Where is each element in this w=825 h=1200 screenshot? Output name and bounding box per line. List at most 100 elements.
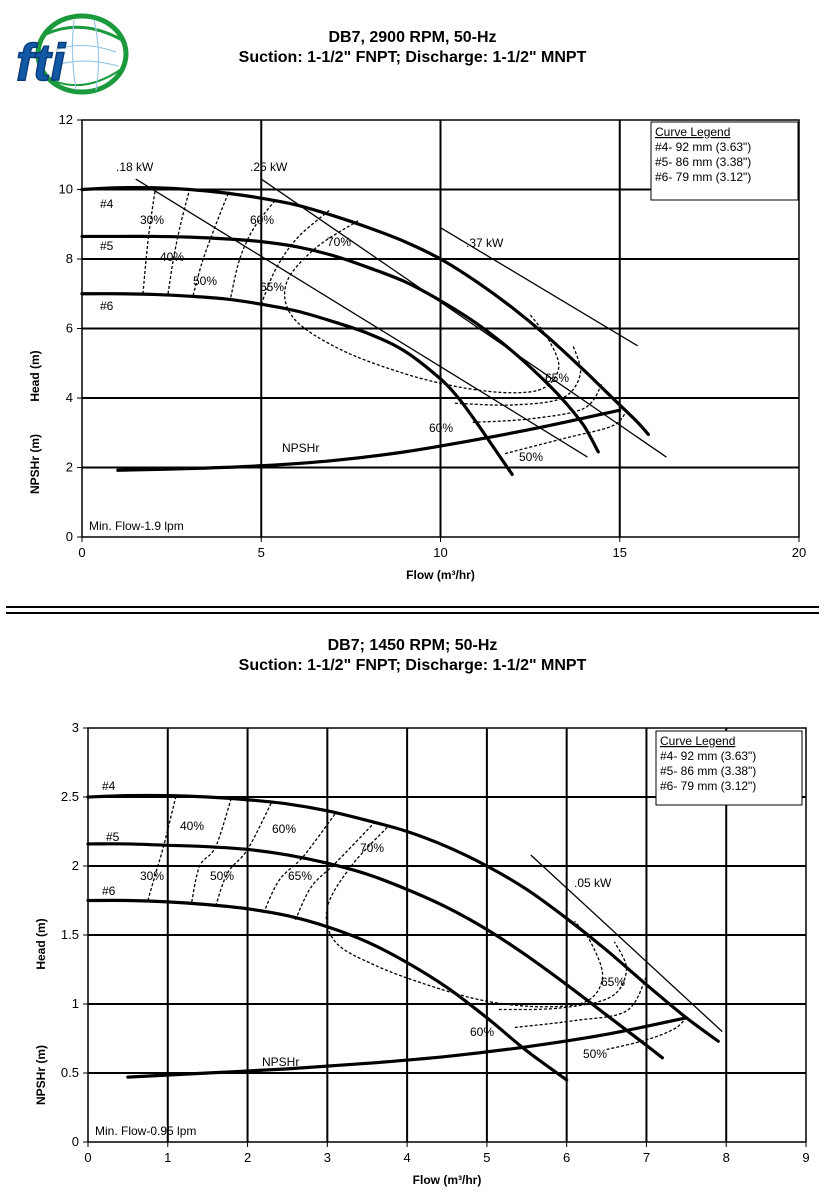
chart2-tick-label-y: 2 (72, 858, 79, 873)
chart1-power-line (440, 227, 639, 347)
chart2-tick-label-x: 1 (164, 1150, 171, 1165)
chart2-power-label: .05 kW (574, 876, 612, 890)
chart2-tick-label-y: 3 (72, 720, 79, 735)
chart2-title-line1: DB7; 1450 RPM; 50-Hz (327, 637, 498, 654)
chart2-legend-box (655, 730, 803, 806)
chart2-series-label: #4 (102, 779, 116, 793)
chart1-series-impeller-4 (80, 185, 651, 437)
chart2-y-axis-label-npsh: NPSHr (m) (34, 1045, 48, 1105)
chart1-legend-entry: #6- 79 mm (3.12") (655, 170, 751, 184)
chart2-efficiency-line (191, 796, 233, 903)
chart1-y-axis-label-npsh: NPSHr (m) (28, 434, 42, 494)
chart1-efficiency-label: 40% (160, 250, 184, 264)
chart1-tick-label-y: 10 (59, 182, 73, 197)
chart2-efficiency-label: 65% (288, 869, 312, 883)
chart2-tick-label-y: 0 (72, 1134, 79, 1149)
chart2-series-impeller-6 (86, 898, 569, 1082)
chart1-efficiency-label: 50% (519, 450, 543, 464)
chart1-series-npshr (116, 408, 622, 472)
chart2-efficiency-label: 65% (601, 975, 625, 989)
chart2-series-label: #5 (106, 830, 120, 844)
chart2-efficiency-line (215, 802, 273, 907)
chart2-tick-label-x: 6 (563, 1150, 570, 1165)
chart2-efficiency-line (498, 941, 628, 1011)
chart1-plot: 0 5 10 15 20 0 2 4 6 8 10 12 Flow (m³/hr) Head (m) NPS… (28, 112, 806, 582)
chart2-legend-entry: #6- 79 mm (3.12") (660, 779, 756, 793)
chart1-tick-label-x: 15 (613, 545, 627, 560)
chart2-tick-label-x: 7 (643, 1150, 650, 1165)
chart1-efficiency-label: 65% (260, 280, 284, 294)
chart1-efficiency-line (142, 187, 157, 294)
chart2-tick-label-x: 5 (483, 1150, 490, 1165)
chart2-legend-entry: #4- 92 mm (3.63") (660, 749, 756, 763)
chart2-efficiency-label: 40% (180, 819, 204, 833)
chart1-series-label: #4 (100, 197, 114, 211)
chart2-tick-label-y: 1.5 (61, 927, 79, 942)
chart1-legend-box (650, 121, 799, 201)
chart2-efficiency-label: 50% (583, 1047, 607, 1061)
chart1-y-axis-label-head: Head (m) (28, 350, 42, 401)
chart1-x-axis-label: Flow (m³/hr) (406, 568, 475, 582)
chart2-tick-label-x: 8 (723, 1150, 730, 1165)
chart1-legend-title: Curve Legend (655, 125, 730, 139)
chart2-title-line2: Suction: 1-1/2" FNPT; Discharge: 1-1/2" … (238, 657, 587, 674)
chart1-efficiency-line (260, 209, 330, 305)
chart2-series-impeller-5 (86, 842, 664, 1060)
chart1-efficiency-label: 30% (140, 213, 164, 227)
chart2-title: DB7; 1450 RPM; 50-Hz Suction: 1-1/2" FNP… (0, 636, 825, 676)
chart2-tick-label-x: 0 (84, 1150, 91, 1165)
chart2-tick-label-x: 9 (802, 1150, 809, 1165)
chart1-tick-label-y: 8 (66, 251, 73, 266)
chart2-efficiency-line (606, 1017, 687, 1051)
chart2-tick-label-x: 3 (324, 1150, 331, 1165)
chart2-series-npshr (126, 1016, 688, 1079)
chart1-series-impeller-6 (80, 292, 514, 477)
chart1-efficiency-line (230, 199, 277, 298)
chart2-efficiency-line (262, 813, 336, 914)
chart1-power-label: .37 kW (466, 236, 504, 250)
section-divider-bottom (6, 612, 819, 614)
chart1-tick-label-y: 4 (66, 390, 73, 405)
chart1-title-line2: Suction: 1-1/2" FNPT; Discharge: 1-1/2" … (238, 49, 587, 66)
chart1-series-label: #5 (100, 239, 114, 253)
chart2-tick-label-y: 1 (72, 996, 79, 1011)
chart1-efficiency-label: 60% (429, 421, 453, 435)
chart1-title: DB7, 2900 RPM, 50-Hz Suction: 1-1/2" FNP… (0, 28, 825, 68)
chart1-power-label: .18 kW (116, 160, 154, 174)
chart1-efficiency-label: 60% (250, 213, 274, 227)
chart1-efficiency-label: 65% (545, 371, 569, 385)
chart1-power-label: .25 kW (250, 160, 288, 174)
chart2-legend-title: Curve Legend (660, 734, 735, 748)
chart1-series-label: #6 (100, 299, 114, 313)
chart1-tick-label-x: 20 (792, 545, 806, 560)
chart1-title-line1: DB7, 2900 RPM, 50-Hz (328, 29, 497, 46)
chart1-efficiency-line (284, 220, 560, 394)
section-divider-top (6, 606, 819, 608)
logo-text: fti (16, 34, 67, 92)
chart1-tick-label-y: 0 (66, 529, 73, 544)
chart2-legend-entry: #5- 86 mm (3.38") (660, 764, 756, 778)
chart1-series-label: NPSHr (282, 441, 319, 455)
chart2-efficiency-label: 60% (272, 822, 296, 836)
chart2-tick-label-y: 2.5 (61, 789, 79, 804)
chart2-series-impeller-4 (86, 793, 720, 1043)
chart2-tick-label-x: 4 (403, 1150, 410, 1165)
chart2-series-label: NPSHr (262, 1055, 299, 1069)
chart1-efficiency-line (167, 189, 191, 294)
chart1-efficiency-label: 70% (327, 235, 351, 249)
chart2-y-axis-label-head: Head (m) (34, 918, 48, 969)
chart1-power-line (260, 178, 667, 458)
chart1-efficiency-label: 50% (193, 274, 217, 288)
chart2-efficiency-label: 30% (140, 869, 164, 883)
chart1-legend-entry: #5- 86 mm (3.38") (655, 155, 751, 169)
chart1-efficiency-line (192, 191, 230, 296)
chart2-efficiency-label: 70% (360, 841, 384, 855)
chart2-efficiency-label: 60% (470, 1025, 494, 1039)
chart2-efficiency-label: 50% (210, 869, 234, 883)
chart2-efficiency-line (147, 796, 177, 901)
chart1-tick-label-x: 5 (258, 545, 265, 560)
chart2-power-line (530, 854, 723, 1033)
chart1-tick-label-y: 2 (66, 460, 73, 475)
fti-logo: fti (15, 13, 129, 95)
chart2-tick-label-x: 2 (244, 1150, 251, 1165)
